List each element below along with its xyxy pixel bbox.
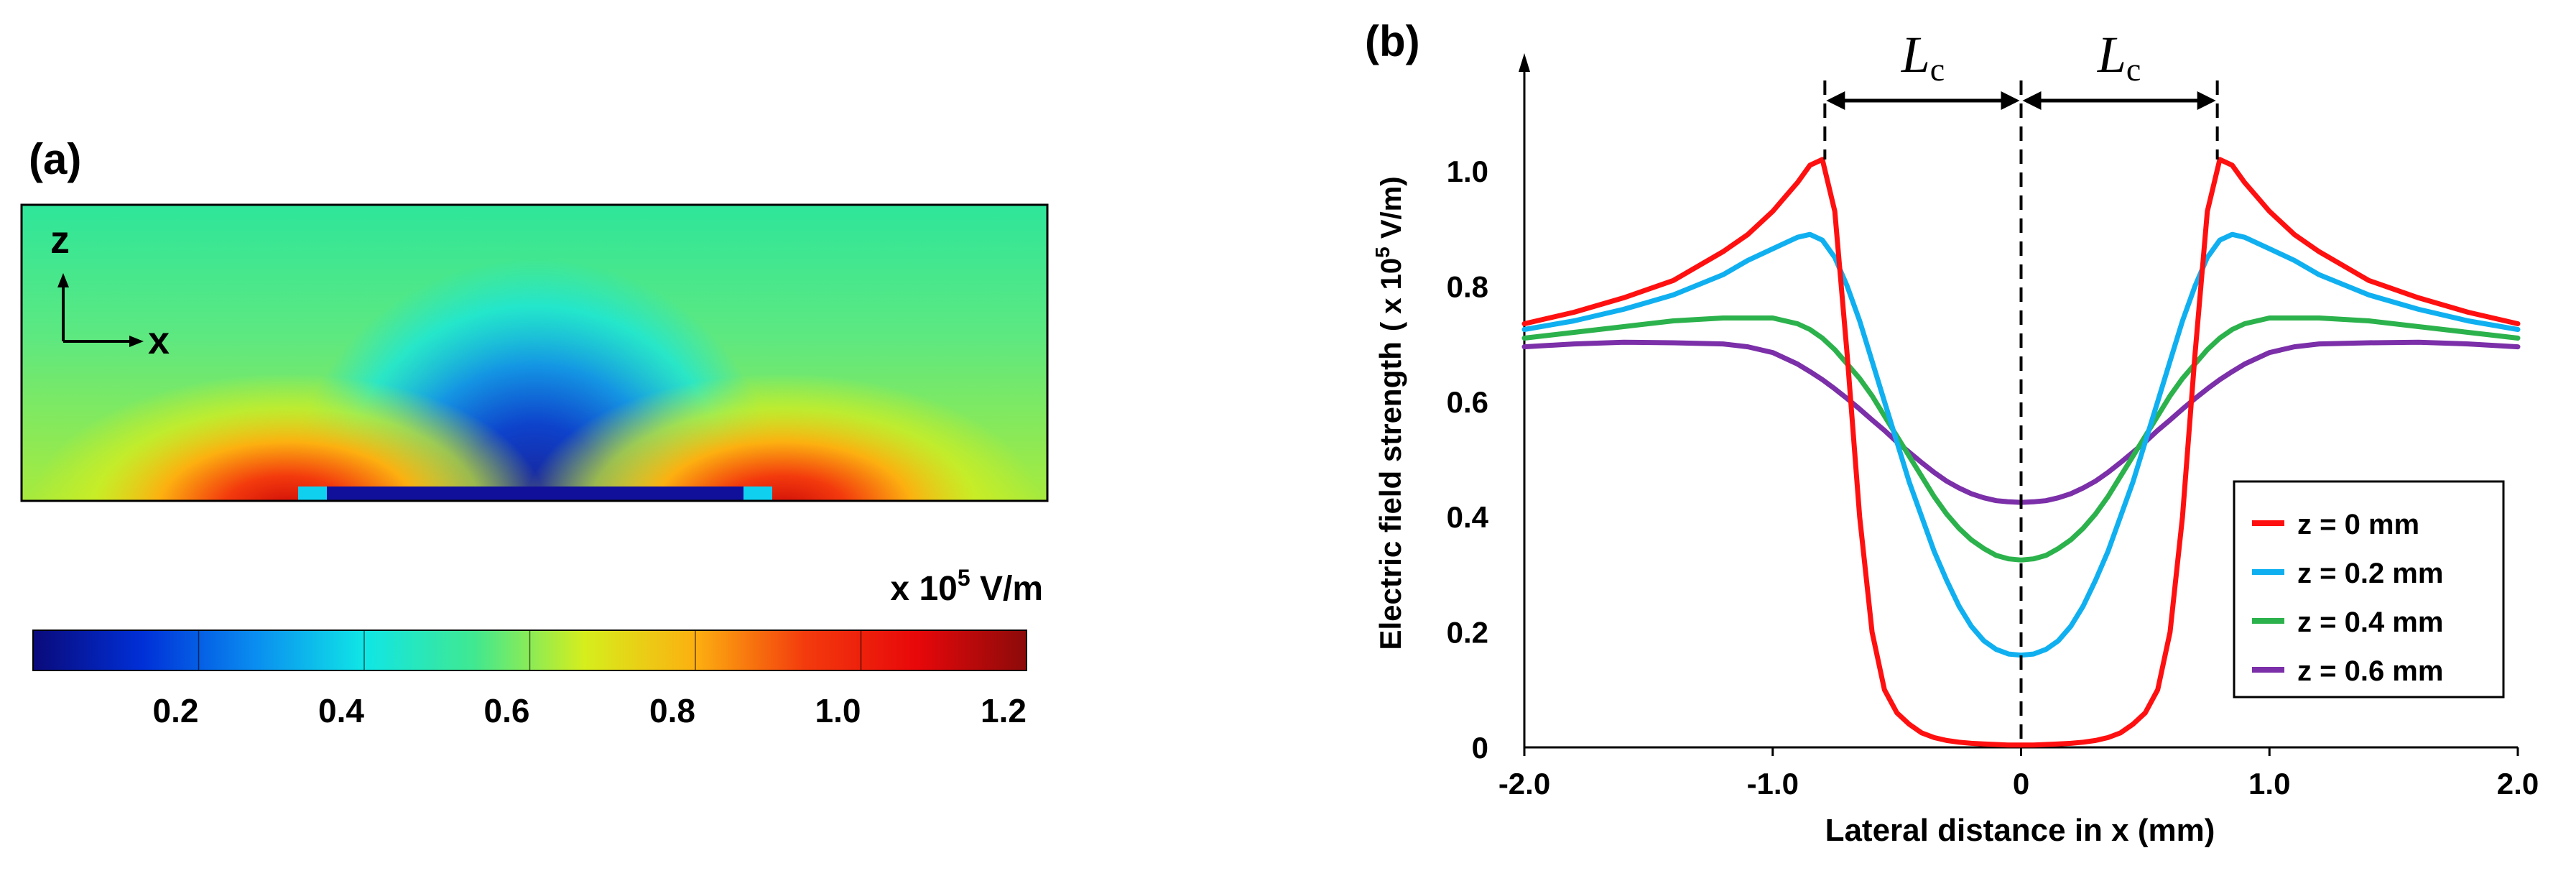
series-line [1521, 315, 2521, 563]
legend-label: z = 0.6 mm [2297, 655, 2443, 687]
legend-box [2233, 480, 2505, 699]
lc-arrowhead-icon [2001, 91, 2020, 110]
y-tick-label: 0.8 [1447, 269, 1488, 303]
field-map [22, 205, 1047, 501]
electrode-strip [302, 487, 769, 501]
field-hotspot-right [524, 374, 1042, 501]
panel-a: (a) z x x 105 V/m 0.2 0.4 0.6 0.8 1.0 1.2 [20, 135, 1049, 729]
lc-arrowhead-icon [2022, 91, 2042, 110]
legend-label: z = 0.2 mm [2297, 558, 2443, 589]
y-tick-label: 0.4 [1447, 500, 1489, 534]
field-map-border [20, 203, 1049, 502]
y-axis-arrow-icon [1519, 53, 1530, 72]
panel-a-label: (a) [29, 135, 81, 183]
legend: z = 0 mm z = 0.2 mm z = 0.4 mm z = 0.6 mm [2233, 480, 2505, 699]
colorbar-tick-label: 0.4 [318, 692, 364, 729]
x-axis-label: x [148, 319, 170, 362]
electrode-edge-right [743, 487, 772, 501]
lc-label: Lc [1901, 26, 1945, 88]
x-tick-label: 2.0 [2497, 767, 2539, 801]
legend-label: z = 0.4 mm [2297, 607, 2443, 638]
colorbar-tick-label: 0.8 [649, 692, 695, 729]
colorbar-tick-label: 1.0 [815, 692, 861, 729]
y-tick-label: 1.0 [1447, 155, 1488, 188]
x-tick-label: 0 [2013, 767, 2029, 801]
x-arrow-icon [129, 336, 144, 347]
legend-label: z = 0 mm [2297, 509, 2419, 540]
y-tick-label: 0.2 [1447, 616, 1488, 650]
lc-arrowhead-icon [2197, 91, 2216, 110]
x-tick-label: 1.0 [2248, 767, 2290, 801]
y-tick-label: 0 [1472, 731, 1488, 765]
axis-indicator: z x [50, 218, 170, 362]
series-line [1521, 231, 2521, 658]
lc-arrowhead-icon [1826, 91, 1845, 110]
z-axis-label: z [50, 218, 70, 262]
series-line [1521, 157, 2521, 748]
x-tick-label: -1.0 [1747, 767, 1799, 801]
z-arrow-icon [57, 273, 69, 287]
colorbar: x 105 V/m 0.2 0.4 0.6 0.8 1.0 1.2 [32, 565, 1043, 729]
y-axis-title: Electric field strength( x 105 V/m) [1371, 176, 1407, 650]
colorbar-tick-label: 0.6 [484, 692, 530, 729]
lc-label: Lc [2097, 26, 2141, 88]
panel-b: (b) -2.0 -1.0 0 1.0 2.0 0 0.2 0.4 0.6 0.8 1.0 Lat… [1365, 17, 2539, 848]
x-tick-label: -2.0 [1498, 767, 1550, 801]
y-tick-label: 0.6 [1447, 385, 1488, 419]
colorbar-tick-label: 0.2 [153, 692, 199, 729]
field-hotspot-left [29, 374, 546, 501]
colorbar-unit: x 105 V/m [890, 565, 1043, 608]
x-axis-title: Lateral distance in x (mm) [1825, 813, 2215, 848]
colorbar-tick-label: 1.2 [981, 692, 1027, 729]
electrode-edge-left [298, 487, 327, 501]
panel-b-label: (b) [1365, 17, 1420, 65]
